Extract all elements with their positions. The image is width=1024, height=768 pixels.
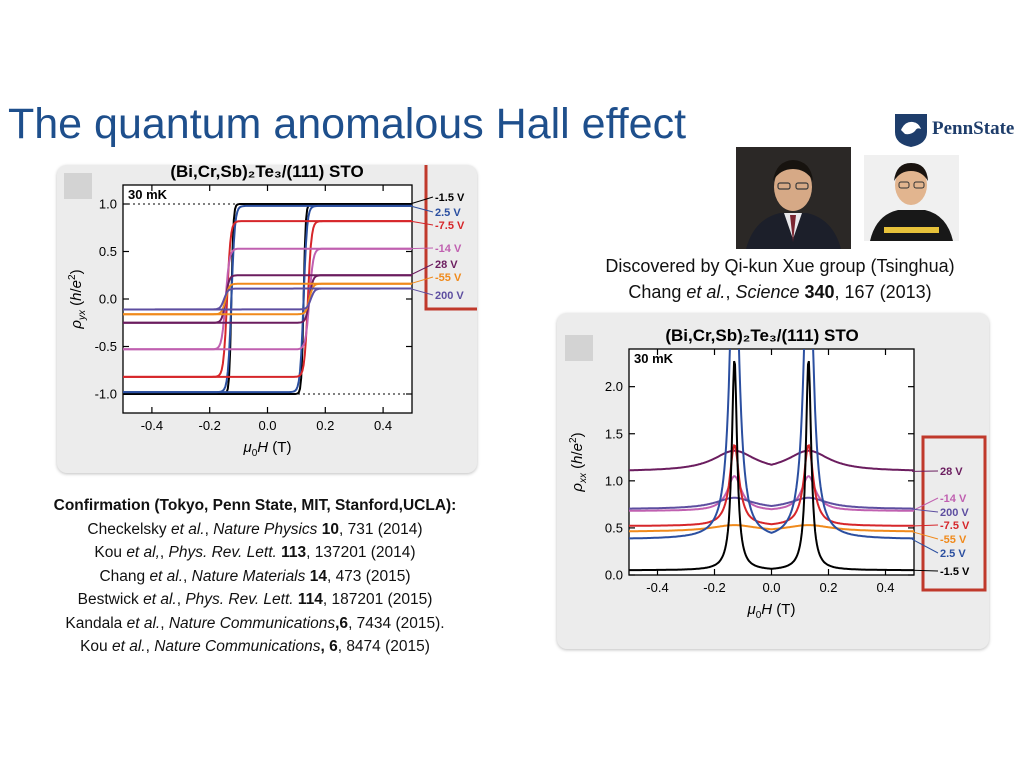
legend-label: 28 V <box>940 466 963 478</box>
series-line <box>629 360 914 572</box>
discovery-reference: Chang et al., Science 340, 167 (2013) <box>628 282 932 302</box>
legend-pointer <box>409 220 434 226</box>
legend-highlight-box <box>921 435 987 592</box>
x-tick-label: 0.0 <box>258 418 276 433</box>
x-tick-label: 0.2 <box>819 580 837 595</box>
series-line <box>629 524 914 533</box>
series-line <box>123 274 412 324</box>
legend-pointer <box>409 288 434 296</box>
x-tick-label: 0.0 <box>762 580 780 595</box>
confirmation-references: Confirmation (Tokyo, Penn State, MIT, St… <box>0 494 510 659</box>
y-tick-label: 0.5 <box>605 520 623 535</box>
legend-label: -14 V <box>435 243 462 255</box>
legend-highlight-box <box>424 165 477 311</box>
legend-label: 200 V <box>940 507 969 519</box>
reference-item: Bestwick et al., Phys. Rev. Lett. 114, 1… <box>77 591 433 608</box>
y-tick-label: 1.0 <box>605 473 623 488</box>
series-line <box>629 475 914 512</box>
hall-resistivity-chart: (Bi,Cr,Sb)₂Te₃/(111) STO -0.4 -0.2 0.0 0.2 0.… <box>64 165 477 459</box>
legend-pointer <box>911 508 939 513</box>
confirmation-heading: Confirmation (Tokyo, Penn State, MIT, St… <box>53 497 457 514</box>
chart-title: (Bi,Cr,Sb)₂Te₃/(111) STO <box>170 165 363 181</box>
longitudinal-resistivity-panel: (Bi,Cr,Sb)₂Te₃/(111) STO -0.4 -0.2 0.0 0.2 0.… <box>557 313 989 649</box>
y-axis-label: ρxx (h/e2) <box>568 432 589 492</box>
legend-label: 28 V <box>435 259 458 271</box>
legend-pointer <box>409 263 434 276</box>
legend-pointer <box>911 531 939 540</box>
series-line <box>629 444 914 527</box>
x-axis-label: μ0H (T) <box>747 601 796 621</box>
y-tick-label: 0.5 <box>99 244 117 259</box>
y-tick-label: 1.5 <box>605 426 623 441</box>
y-tick-label: 2.0 <box>605 379 623 394</box>
series-line <box>629 449 914 472</box>
x-tick-label: 0.2 <box>316 418 334 433</box>
x-tick-label: -0.4 <box>646 580 668 595</box>
y-tick-label: -0.5 <box>95 339 117 354</box>
chart-frame: (Bi,Cr,Sb)₂Te₃/(111) STO -0.4 -0.2 0.0 0.2 0.… <box>64 165 413 459</box>
reference-item: Checkelsky et al., Nature Physics 10, 73… <box>87 520 423 538</box>
legend-pointer <box>409 205 434 213</box>
x-tick-label: -0.2 <box>198 418 220 433</box>
legend-label: -14 V <box>940 493 967 505</box>
series-group <box>629 349 914 572</box>
legend-label: 200 V <box>435 290 464 302</box>
portrait-photo <box>864 155 959 241</box>
plot-area <box>122 184 413 414</box>
y-tick-label: 1.0 <box>99 197 117 212</box>
x-tick-label: 0.4 <box>374 418 392 433</box>
slide-title: The quantum anomalous Hall effect <box>8 100 687 148</box>
series-line <box>123 203 412 395</box>
legend-label: -55 V <box>435 272 462 284</box>
y-tick-label: 0.0 <box>605 568 623 583</box>
legend-label: -7.5 V <box>940 520 970 532</box>
legend-label: -7.5 V <box>435 220 465 232</box>
x-tick-label: -0.4 <box>141 418 163 433</box>
series-line <box>629 349 914 540</box>
reference-item: Kou et al,, Phys. Rev. Lett. 113, 137201… <box>94 544 416 561</box>
legend-label: 2.5 V <box>940 548 966 560</box>
legend-pointer <box>409 196 434 205</box>
plot-area <box>628 348 915 576</box>
series-line <box>123 287 412 311</box>
legend-label: -1.5 V <box>940 566 970 578</box>
series-line <box>123 204 412 394</box>
chart-title: (Bi,Cr,Sb)₂Te₃/(111) STO <box>665 326 858 345</box>
x-tick-label: -0.2 <box>703 580 725 595</box>
legend-label: 2.5 V <box>435 207 461 219</box>
hall-resistivity-panel: (Bi,Cr,Sb)₂Te₃/(111) STO -0.4 -0.2 0.0 0.2 0.… <box>57 165 477 473</box>
pennstate-logo <box>895 114 927 147</box>
legend-pointer <box>409 276 434 285</box>
y-axis-label: ρyx (h/e2) <box>67 269 88 329</box>
x-axis-label: μ0H (T) <box>243 439 292 459</box>
reference-item: Kandala et al., Nature Communications,6,… <box>65 614 445 632</box>
discovery-credit: Discovered by Qi-kun Xue group (Tsinghua… <box>605 256 955 276</box>
y-tick-label: -1.0 <box>95 387 117 402</box>
reference-item: Kou et al., Nature Communications, 6, 84… <box>80 638 430 655</box>
placeholder-square <box>64 173 92 199</box>
logo-text: PennState <box>932 118 1015 139</box>
legend-pointer <box>911 497 939 512</box>
series-line <box>123 220 412 378</box>
temperature-annotation: 30 mK <box>128 187 168 202</box>
series-line <box>629 496 914 510</box>
legend-label: -55 V <box>940 534 967 546</box>
longitudinal-resistivity-chart: (Bi,Cr,Sb)₂Te₃/(111) STO -0.4 -0.2 0.0 0.2 0.… <box>565 326 987 621</box>
temperature-annotation: 30 mK <box>634 351 674 366</box>
placeholder-square <box>565 335 593 361</box>
legend-pointer <box>409 247 434 250</box>
portrait-photo <box>736 147 851 249</box>
legend-pointer <box>911 524 939 527</box>
series-line <box>123 282 412 316</box>
y-tick-label: 0.0 <box>99 292 117 307</box>
legend-pointer <box>911 569 939 572</box>
reference-item: Chang et al., Nature Materials 14, 473 (… <box>99 567 411 585</box>
legend-pointer <box>911 538 939 554</box>
series-line <box>123 247 412 351</box>
series-group <box>123 203 412 395</box>
legend-label: -1.5 V <box>435 192 465 204</box>
x-tick-label: 0.4 <box>876 580 894 595</box>
